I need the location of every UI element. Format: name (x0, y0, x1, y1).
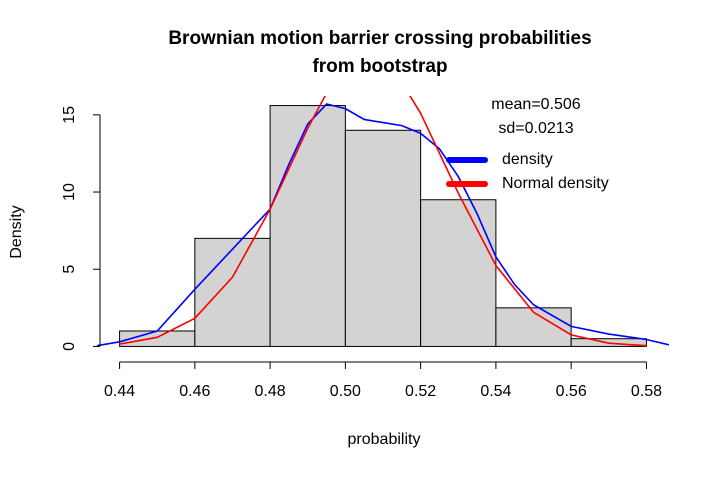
y-axis-label: Density (8, 205, 25, 258)
x-tick-label: 0.56 (556, 383, 587, 400)
x-tick-label: 0.50 (330, 383, 361, 400)
y-tick-label: 0 (61, 342, 78, 351)
curves (97, 96, 669, 347)
x-tick-label: 0.46 (179, 383, 210, 400)
x-axis-label: probability (348, 431, 421, 448)
y-tick-label: 10 (61, 183, 78, 201)
chart-title: Brownian motion barrier crossing probabi… (168, 28, 591, 49)
x-tick-label: 0.58 (631, 383, 662, 400)
bar (269, 105, 346, 347)
bar (420, 199, 497, 347)
x-tick-label: 0.44 (104, 383, 135, 400)
chart-title: from bootstrap (312, 56, 447, 77)
bar (344, 129, 422, 347)
annotation: mean=0.506 (491, 96, 581, 113)
bar (194, 237, 271, 347)
x-tick-label: 0.54 (480, 383, 511, 400)
x-tick-label: 0.48 (255, 383, 286, 400)
legend-label: Normal density (502, 175, 609, 192)
density-line (97, 103, 669, 347)
annotation: sd=0.0213 (498, 120, 573, 137)
y-tick-label: 5 (61, 265, 78, 274)
x-tick-label: 0.52 (405, 383, 436, 400)
bar (495, 307, 572, 347)
density-line (119, 96, 647, 347)
legend-label: density (502, 151, 553, 168)
y-tick-label: 15 (61, 106, 78, 124)
